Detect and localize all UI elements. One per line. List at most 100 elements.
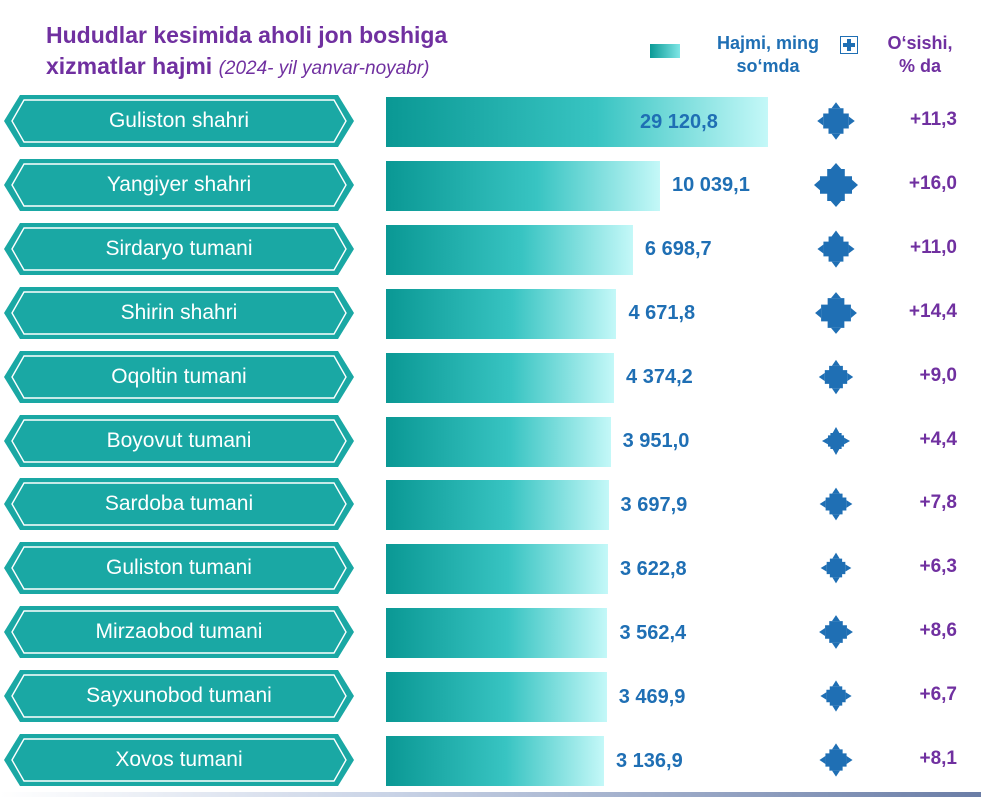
label-box-shape: [4, 606, 354, 659]
chart-row: Boyovut tumani 3 951,0 +4,4: [0, 414, 981, 471]
growth-plus-icon: [819, 743, 853, 777]
legend-volume-line1: Hajmi, ming: [716, 33, 819, 53]
category-label-box: Oqoltin tumani: [4, 350, 354, 403]
legend-growth-line2: % da: [898, 56, 941, 76]
growth-value-label: +16,0: [908, 172, 957, 194]
growth-plus-icon: [819, 488, 853, 521]
volume-bar: [386, 736, 604, 786]
category-label: Mirzaobod tumani: [95, 620, 263, 644]
label-box-shape: [4, 414, 354, 467]
chart-row: Guliston shahri 29 120,8 +11,3: [0, 95, 981, 151]
growth-value-label: +9,0: [919, 364, 957, 386]
bottom-divider: [0, 792, 981, 797]
volume-value-label: 3 562,4: [619, 621, 687, 644]
chart-row: Oqoltin tumani 4 374,2 +9,0: [0, 350, 981, 407]
category-label: Guliston shahri: [108, 109, 250, 132]
chart-row: Xovos tumani 3 136,9 +8,1: [0, 734, 981, 790]
chart-row: Sayxunobod tumani 3 469,9 +6,7: [0, 670, 981, 726]
volume-value-label: 6 698,7: [644, 238, 712, 261]
growth-value-label: +6,3: [919, 556, 957, 578]
volume-bar: [386, 480, 609, 531]
category-label-box: Shirin shahri: [4, 286, 354, 339]
category-label-box: Guliston tumani: [4, 542, 354, 595]
volume-value-label: 4 671,8: [628, 302, 696, 325]
growth-plus-icon: [820, 552, 852, 584]
chart-title: Hududlar kesimida aholi jon boshiga xizm…: [46, 20, 447, 84]
growth-value-label: +8,6: [919, 620, 957, 642]
growth-plus-icon: [821, 426, 851, 455]
growth-plus-icon: [819, 615, 853, 650]
label-box-shape: [4, 350, 354, 403]
category-label-box: Guliston shahri: [4, 95, 354, 147]
volume-value-label: 29 120,8: [640, 110, 718, 133]
legend-volume-swatch: [650, 44, 680, 58]
volume-value-label: 4 374,2: [626, 366, 693, 389]
growth-value-label: +11,3: [909, 109, 957, 130]
chart-row: Guliston tumani 3 622,8 +6,3: [0, 542, 981, 598]
legend-volume-line2: so‘mda: [736, 56, 800, 76]
category-label: Boyovut tumani: [106, 428, 252, 452]
volume-bar: [386, 224, 633, 275]
category-label: Yangiyer shahri: [106, 172, 252, 196]
volume-value-label: 3 697,9: [620, 493, 688, 516]
category-label-box: Sayxunobod tumani: [4, 670, 354, 723]
volume-bar: [386, 544, 608, 595]
label-box-shape: [4, 670, 354, 723]
volume-bar: [386, 288, 617, 339]
growth-plus-icon: [820, 680, 852, 712]
chart-row: Yangiyer shahri 10 039,1 +16,0: [0, 158, 981, 215]
label-box-shape: [4, 95, 354, 147]
category-label-box: Sardoba tumani: [4, 478, 354, 531]
plus-icon: [840, 36, 858, 54]
chart-subtitle: (2024- yil yanvar-noyabr): [218, 58, 430, 79]
growth-plus-icon: [817, 230, 855, 268]
category-label-box: Sirdaryo tumani: [4, 222, 354, 275]
title-line2: xizmatlar hajmi: [46, 53, 213, 79]
category-label: Sardoba tumani: [104, 492, 254, 516]
category-label: Sirdaryo tumani: [105, 236, 253, 260]
volume-value-label: 10 039,1: [672, 174, 750, 197]
label-box-shape: [4, 158, 354, 211]
growth-value-label: +6,7: [919, 684, 957, 706]
volume-value-label: 3 469,9: [618, 685, 686, 708]
volume-value-label: 3 951,0: [622, 430, 690, 452]
growth-plus-icon: [818, 359, 854, 394]
volume-value-label: 3 622,8: [619, 557, 687, 580]
volume-value-label: 3 136,9: [616, 749, 683, 772]
chart-row: Sardoba tumani 3 697,9 +7,8: [0, 478, 981, 534]
category-label-box: Yangiyer shahri: [4, 158, 354, 211]
volume-bar: [386, 352, 615, 403]
volume-bar: [386, 97, 768, 147]
category-label: Shirin shahri: [120, 300, 238, 324]
chart-row: Sirdaryo tumani 6 698,7 +11,0: [0, 222, 981, 279]
chart-row: Mirzaobod tumani 3 562,4 +8,6: [0, 606, 981, 662]
growth-value-label: +14,4: [908, 300, 957, 322]
label-box-shape: [4, 542, 354, 595]
growth-value-label: +4,4: [919, 428, 957, 450]
growth-value-label: +8,1: [919, 748, 957, 769]
legend-growth-line1: O‘sishi,: [887, 33, 953, 53]
volume-bar: [386, 672, 607, 723]
chart-row: Shirin shahri 4 671,8 +14,4: [0, 286, 981, 343]
legend-volume-label: Hajmi, ming so‘mda: [698, 32, 838, 78]
category-label: Sayxunobod tumani: [86, 684, 272, 708]
growth-plus-icon: [817, 102, 855, 140]
label-box-shape: [4, 222, 354, 275]
category-label-box: Boyovut tumani: [4, 414, 354, 467]
label-box-shape: [4, 734, 354, 786]
growth-plus-icon: [815, 291, 857, 334]
growth-value-label: +7,8: [919, 492, 957, 514]
growth-plus-icon: [814, 162, 858, 207]
category-label: Xovos tumani: [115, 748, 243, 771]
title-line1: Hududlar kesimida aholi jon boshiga: [46, 22, 448, 48]
volume-bar: [386, 608, 608, 659]
volume-bar: [386, 416, 611, 467]
label-box-shape: [4, 286, 354, 339]
category-label: Guliston tumani: [106, 556, 252, 580]
category-label-box: Xovos tumani: [4, 734, 354, 786]
category-label-box: Mirzaobod tumani: [4, 606, 354, 659]
category-label: Oqoltin tumani: [111, 364, 247, 388]
volume-bar: [386, 160, 660, 211]
label-box-shape: [4, 478, 354, 531]
